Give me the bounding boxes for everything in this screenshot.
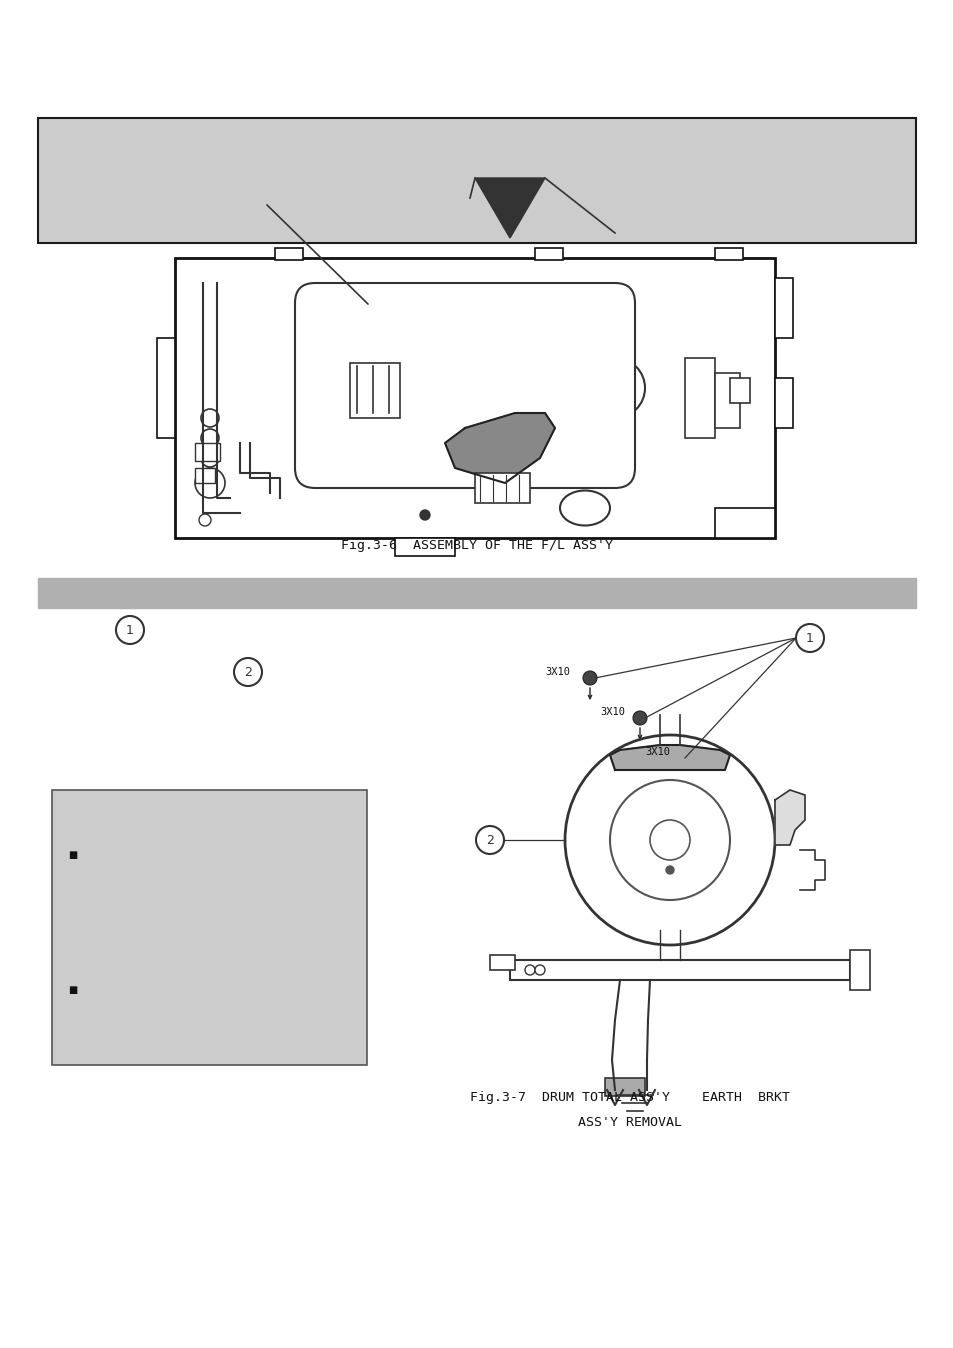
Ellipse shape xyxy=(599,373,629,403)
FancyArrowPatch shape xyxy=(588,687,591,698)
Bar xyxy=(157,338,174,438)
Text: Fig.3-7  DRUM TOTAL ASS'Y    EARTH  BRKT: Fig.3-7 DRUM TOTAL ASS'Y EARTH BRKT xyxy=(470,1092,789,1104)
Polygon shape xyxy=(444,412,555,483)
Ellipse shape xyxy=(584,359,644,418)
Text: 3X10: 3X10 xyxy=(644,747,669,758)
Circle shape xyxy=(795,624,823,652)
Circle shape xyxy=(535,965,544,975)
Text: ■: ■ xyxy=(68,985,77,995)
Circle shape xyxy=(633,710,646,725)
Polygon shape xyxy=(774,790,804,845)
Circle shape xyxy=(201,429,219,448)
Ellipse shape xyxy=(559,491,609,526)
Circle shape xyxy=(201,408,219,427)
Bar xyxy=(475,473,530,503)
Bar xyxy=(38,119,915,243)
Bar xyxy=(194,443,220,461)
Ellipse shape xyxy=(355,319,385,337)
Text: 3X10: 3X10 xyxy=(599,706,624,717)
Bar xyxy=(714,373,740,429)
Text: 2: 2 xyxy=(244,666,252,678)
Circle shape xyxy=(609,780,729,900)
Polygon shape xyxy=(609,745,729,770)
Circle shape xyxy=(199,514,211,526)
Bar xyxy=(774,377,792,429)
Ellipse shape xyxy=(342,310,397,345)
Circle shape xyxy=(672,751,686,766)
Circle shape xyxy=(233,658,262,686)
Circle shape xyxy=(564,735,774,945)
Ellipse shape xyxy=(310,298,430,359)
Bar xyxy=(510,960,849,980)
FancyArrowPatch shape xyxy=(678,768,681,779)
Circle shape xyxy=(582,671,597,685)
Bar xyxy=(714,508,774,538)
Bar xyxy=(274,248,303,260)
Circle shape xyxy=(194,468,225,497)
FancyArrowPatch shape xyxy=(638,728,641,739)
Bar xyxy=(714,248,742,260)
Text: 3X10: 3X10 xyxy=(544,667,569,677)
Bar xyxy=(38,578,915,608)
Bar xyxy=(194,468,214,483)
Bar xyxy=(604,1078,644,1096)
Bar xyxy=(490,954,515,971)
Bar xyxy=(774,278,792,338)
Text: ASS'Y REMOVAL: ASS'Y REMOVAL xyxy=(578,1116,681,1128)
Circle shape xyxy=(649,820,689,860)
Text: 1: 1 xyxy=(126,624,133,636)
Bar xyxy=(729,377,749,403)
Circle shape xyxy=(665,865,673,874)
Bar xyxy=(849,950,869,989)
Bar xyxy=(535,248,562,260)
Text: Fig.3-6  ASSEMBLY OF THE F/L ASS'Y: Fig.3-6 ASSEMBLY OF THE F/L ASS'Y xyxy=(340,538,613,551)
Bar xyxy=(684,359,714,438)
Bar xyxy=(350,363,399,418)
Bar xyxy=(395,538,455,555)
Circle shape xyxy=(476,826,503,855)
Text: 2: 2 xyxy=(485,833,494,847)
FancyBboxPatch shape xyxy=(294,283,635,488)
Circle shape xyxy=(524,965,535,975)
Circle shape xyxy=(201,449,219,466)
Text: ■: ■ xyxy=(68,851,77,860)
Circle shape xyxy=(116,616,144,644)
Circle shape xyxy=(419,510,430,520)
Bar xyxy=(52,790,367,1065)
Bar xyxy=(174,257,774,538)
Polygon shape xyxy=(475,178,544,239)
Text: 1: 1 xyxy=(805,631,813,644)
